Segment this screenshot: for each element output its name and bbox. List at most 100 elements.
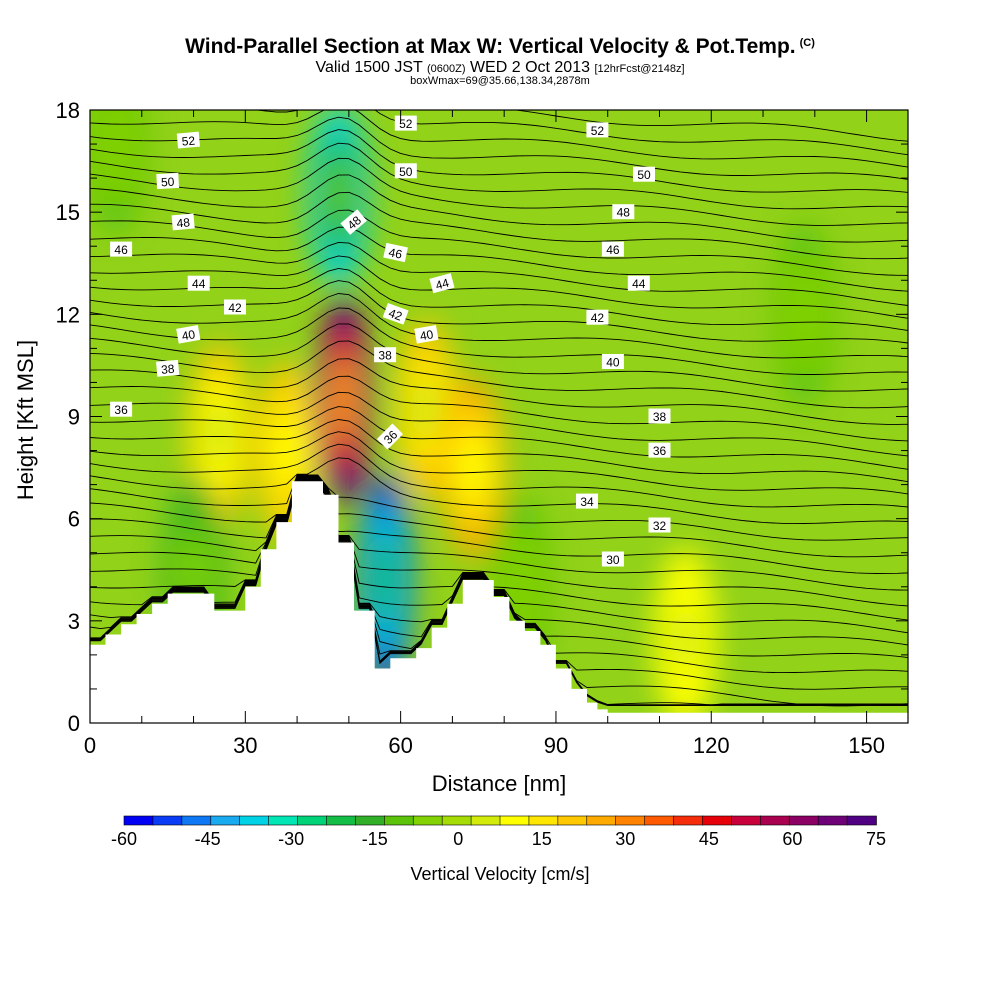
isentrope xyxy=(90,129,908,193)
colorbar-swatch xyxy=(788,815,819,826)
valid-prefix: Valid 1500 JST xyxy=(315,59,423,76)
isentrope xyxy=(90,474,908,541)
plot-area: 52 50 48 46 44 42 40 38 36 52 52 50 50 48 48 46 46 44 44 42… xyxy=(90,110,908,723)
y-tick-label: 15 xyxy=(56,200,80,225)
y-tick-label: 3 xyxy=(68,609,80,634)
isentrope-label-text: 32 xyxy=(653,519,667,533)
isentrope xyxy=(253,110,908,156)
title-block: Wind-Parallel Section at Max W: Vertical… xyxy=(0,36,1000,87)
isentrope-label: 36 xyxy=(110,401,133,417)
isentrope-label: 44 xyxy=(429,273,455,294)
isentrope-label: 32 xyxy=(648,517,671,533)
velocity-cell xyxy=(457,436,490,499)
colorbar-tick-label: 0 xyxy=(453,829,463,849)
isentrope-label-bg xyxy=(376,423,404,450)
colorbar-swatch xyxy=(846,815,877,826)
isentrope-label: 52 xyxy=(176,131,200,149)
isentrope-label-bg xyxy=(383,242,408,263)
colorbar-tick-label: 30 xyxy=(615,829,635,849)
isentrope-label: 50 xyxy=(156,172,180,190)
isentrope xyxy=(90,340,908,409)
colorbar-swatch xyxy=(702,815,733,826)
colorbar-swatch xyxy=(384,815,415,826)
y-axis-label: Height [Kft MSL] xyxy=(13,340,38,500)
isentrope-label: 46 xyxy=(110,241,133,257)
isentrope xyxy=(512,110,908,142)
isentrope xyxy=(90,116,908,180)
isentrope-label-bg xyxy=(586,122,609,138)
isentrope-label-text: 50 xyxy=(399,165,413,179)
isentrope xyxy=(90,482,908,690)
isentrope xyxy=(90,480,908,659)
y-tick-label: 6 xyxy=(68,507,80,532)
isentrope-label-text: 36 xyxy=(114,403,128,417)
isentrope-label-text: 48 xyxy=(176,215,191,230)
isentrope-label-text: 38 xyxy=(160,362,175,377)
isentrope-label-text: 42 xyxy=(387,306,405,324)
colorbar-swatch xyxy=(355,815,386,826)
isentrope-label: 40 xyxy=(176,325,201,344)
isentrope-label-bg xyxy=(110,401,133,417)
isentrope xyxy=(90,443,908,508)
isentrope-label-text: 42 xyxy=(228,301,242,315)
y-tick-label: 12 xyxy=(56,302,80,327)
isentrope xyxy=(90,484,908,706)
isentrope-label: 36 xyxy=(376,423,404,450)
isentrope-label-bg xyxy=(601,241,624,257)
isentrope-label-bg xyxy=(627,275,650,291)
isentrope xyxy=(90,255,908,319)
isentrope xyxy=(90,142,908,210)
isentrope-label: 50 xyxy=(633,166,655,182)
isentrope-label-text: 48 xyxy=(617,206,631,220)
isentrope-label-bg xyxy=(414,325,439,344)
x-tick-label: 0 xyxy=(84,733,96,758)
isentrope-label-text: 40 xyxy=(419,327,435,343)
isentrope-label-bg xyxy=(612,204,635,220)
isentrope-label-text: 38 xyxy=(653,410,667,424)
colorbar-swatch xyxy=(817,815,848,826)
chart-title-text: Wind-Parallel Section at Max W: Vertical… xyxy=(185,35,796,58)
y-tick-label: 0 xyxy=(68,711,80,736)
terrain-mask xyxy=(90,481,908,723)
colorbar-swatch xyxy=(412,815,443,826)
isentrope-label-text: 50 xyxy=(637,168,651,182)
isentrope-label-text: 38 xyxy=(378,349,392,363)
isentrope xyxy=(90,375,908,442)
isentrope-label-bg xyxy=(340,209,367,235)
colorbar-swatch xyxy=(297,815,328,826)
isentrope xyxy=(90,479,908,634)
velocity-cell xyxy=(270,419,303,482)
box-info: boxWmax=69@35.66,138.34,2878m xyxy=(410,75,590,87)
isentrope xyxy=(90,477,908,607)
velocity-cell xyxy=(99,113,132,176)
isentrope-label-bg xyxy=(394,163,417,179)
isentrope-label-text: 44 xyxy=(192,277,206,291)
isentrope xyxy=(90,406,908,470)
isentrope xyxy=(90,476,908,574)
isentrope xyxy=(90,323,908,392)
colorbar-swatch xyxy=(731,815,762,826)
isentrope-label: 48 xyxy=(340,209,367,235)
isentrope-label-text: 40 xyxy=(606,356,620,370)
isentrope-label-text: 42 xyxy=(591,311,605,325)
colorbar-tick-label: 75 xyxy=(866,829,886,849)
isentrope xyxy=(90,457,908,525)
isentrope-label: 48 xyxy=(612,204,635,220)
isentrope-label-bg xyxy=(224,299,246,315)
isentrope-label-text: 50 xyxy=(161,175,175,190)
isentrope xyxy=(90,241,908,306)
isentrope-label: 30 xyxy=(601,551,624,567)
isentrope-label: 38 xyxy=(648,408,671,424)
isentrope-label-bg xyxy=(429,273,455,294)
valid-time-line: Valid 1500 JST (0600Z) WED 2 Oct 2013 [1… xyxy=(0,60,1000,76)
colorbar-tick-label: -15 xyxy=(362,829,388,849)
valid-utc: (0600Z) xyxy=(426,63,466,75)
isentrope-label: 40 xyxy=(414,325,439,344)
isentrope-label: 36 xyxy=(648,442,671,458)
isentrope-label: 46 xyxy=(383,242,408,263)
valid-date: WED 2 Oct 2013 xyxy=(469,59,590,76)
isentrope-label: 42 xyxy=(586,309,609,325)
isentrope-label-text: 30 xyxy=(606,553,620,567)
isentrope xyxy=(90,483,908,706)
isentrope-label-bg xyxy=(586,309,609,325)
